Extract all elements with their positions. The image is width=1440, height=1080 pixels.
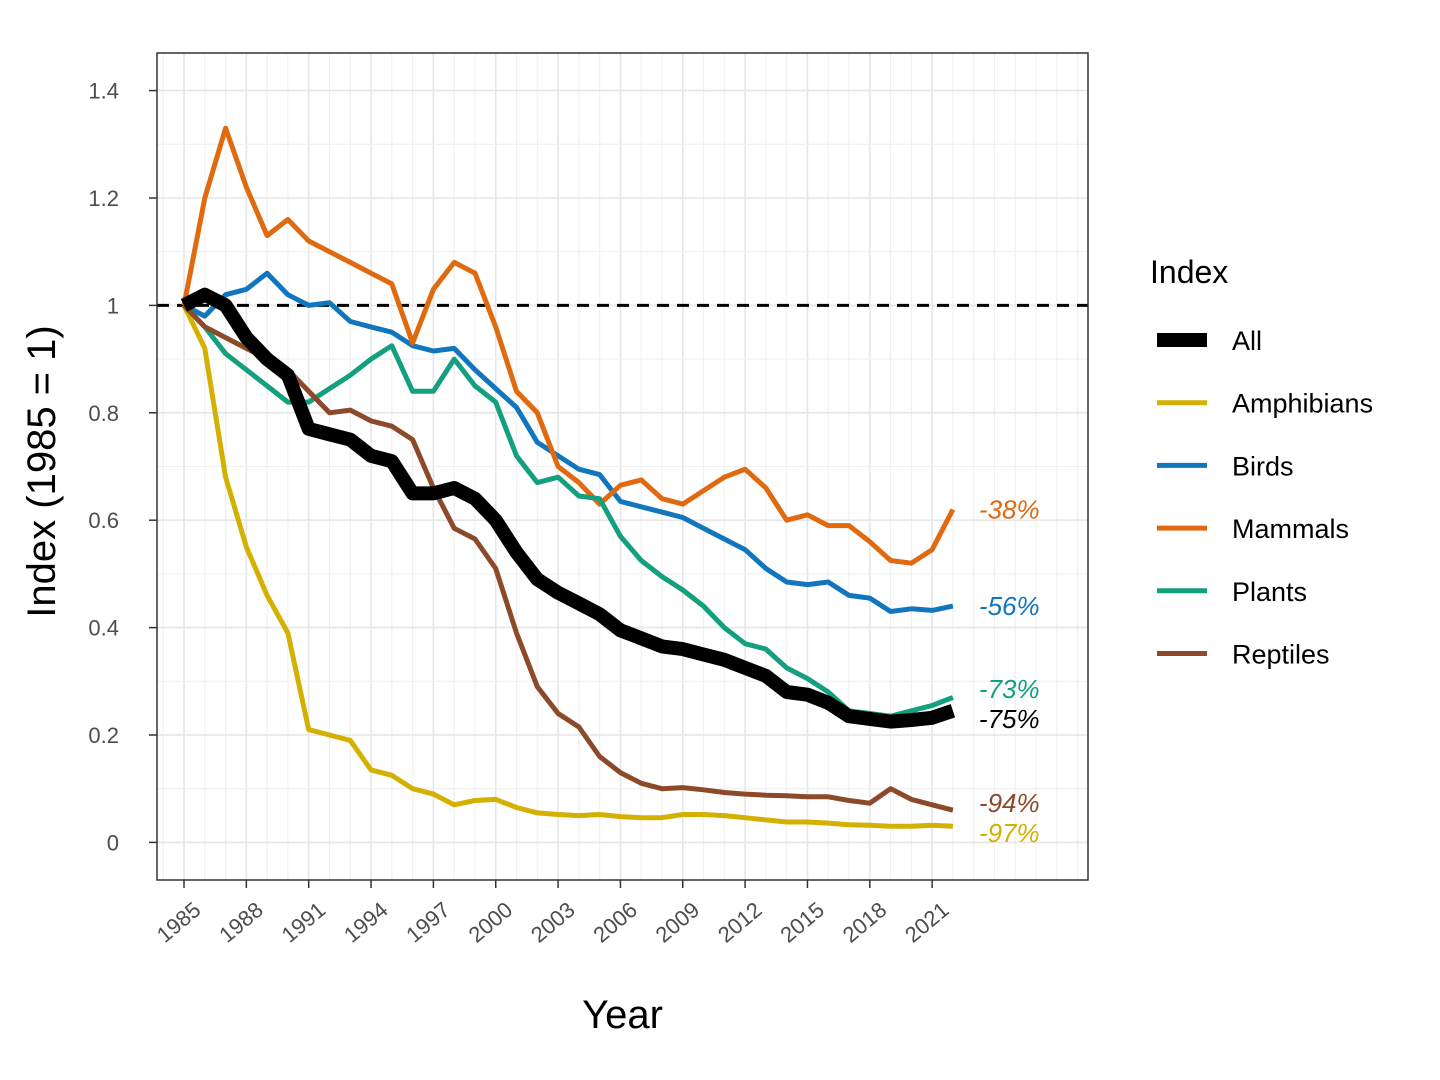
series-line-all (180, 287, 956, 729)
legend-label-all: All (1232, 326, 1262, 356)
x-tick-label: 1991 (277, 897, 331, 948)
end-label-reptiles: -94% (979, 788, 1040, 818)
y-axis-title: Index (1985 = 1) (20, 325, 64, 617)
x-axis-title: Year (582, 993, 663, 1037)
end-label-amphibians: -97% (979, 818, 1040, 848)
end-label-birds: -56% (979, 591, 1040, 621)
x-tick-label: 1988 (214, 897, 268, 948)
series-line-reptiles (182, 303, 954, 813)
x-tick-label: 2018 (838, 897, 892, 948)
y-tick-label: 0 (107, 830, 119, 855)
axes: 0 0.2 0.4 0.6 0.8 1 1.2 1.4 1985 1988 1991 1994 1997… (88, 79, 953, 948)
y-tick-label: 0.6 (88, 508, 119, 533)
x-tick-label: 1994 (339, 897, 393, 948)
x-tick-label: 2009 (651, 897, 705, 948)
y-tick-label: 0.8 (88, 401, 119, 426)
legend-label-amphibians: Amphibians (1232, 389, 1373, 419)
legend-title: Index (1150, 254, 1228, 290)
legend-label-mammals: Mammals (1232, 514, 1349, 544)
legend: Index All Amphibians Birds Mammals Plants Rep… (1150, 254, 1373, 670)
x-tick-label: 2012 (713, 897, 767, 948)
x-tick-label: 2000 (464, 897, 518, 948)
x-tick-label: 2003 (526, 897, 580, 948)
plot-border (156, 52, 1089, 881)
end-label-plants: -73% (979, 674, 1040, 704)
series-line-plants (182, 303, 954, 719)
series-line-mammals (181, 125, 956, 566)
y-tick-label: 1 (107, 293, 119, 318)
y-tick-label: 1.4 (88, 79, 119, 104)
end-label-all: -75% (979, 704, 1040, 734)
x-tick-label: 2015 (775, 897, 829, 948)
y-tick-label: 1.2 (88, 186, 119, 211)
end-label-mammals: -38% (979, 494, 1040, 524)
series-line-birds (182, 270, 954, 614)
end-labels: -38% -56% -73%-75% -94%-97% (979, 494, 1040, 848)
legend-label-birds: Birds (1232, 451, 1294, 481)
x-tick-label: 1997 (401, 897, 455, 948)
x-tick-label: 2006 (588, 897, 642, 948)
x-tick-label: 2021 (900, 897, 954, 948)
legend-label-plants: Plants (1232, 577, 1307, 607)
series-line-amphibians (181, 304, 954, 829)
y-tick-label: 0.2 (88, 723, 119, 748)
legend-label-reptiles: Reptiles (1232, 640, 1330, 670)
x-tick-label: 1985 (152, 897, 206, 948)
y-tick-label: 0.4 (88, 616, 119, 641)
series-lines (180, 125, 956, 829)
grid (157, 53, 1088, 880)
